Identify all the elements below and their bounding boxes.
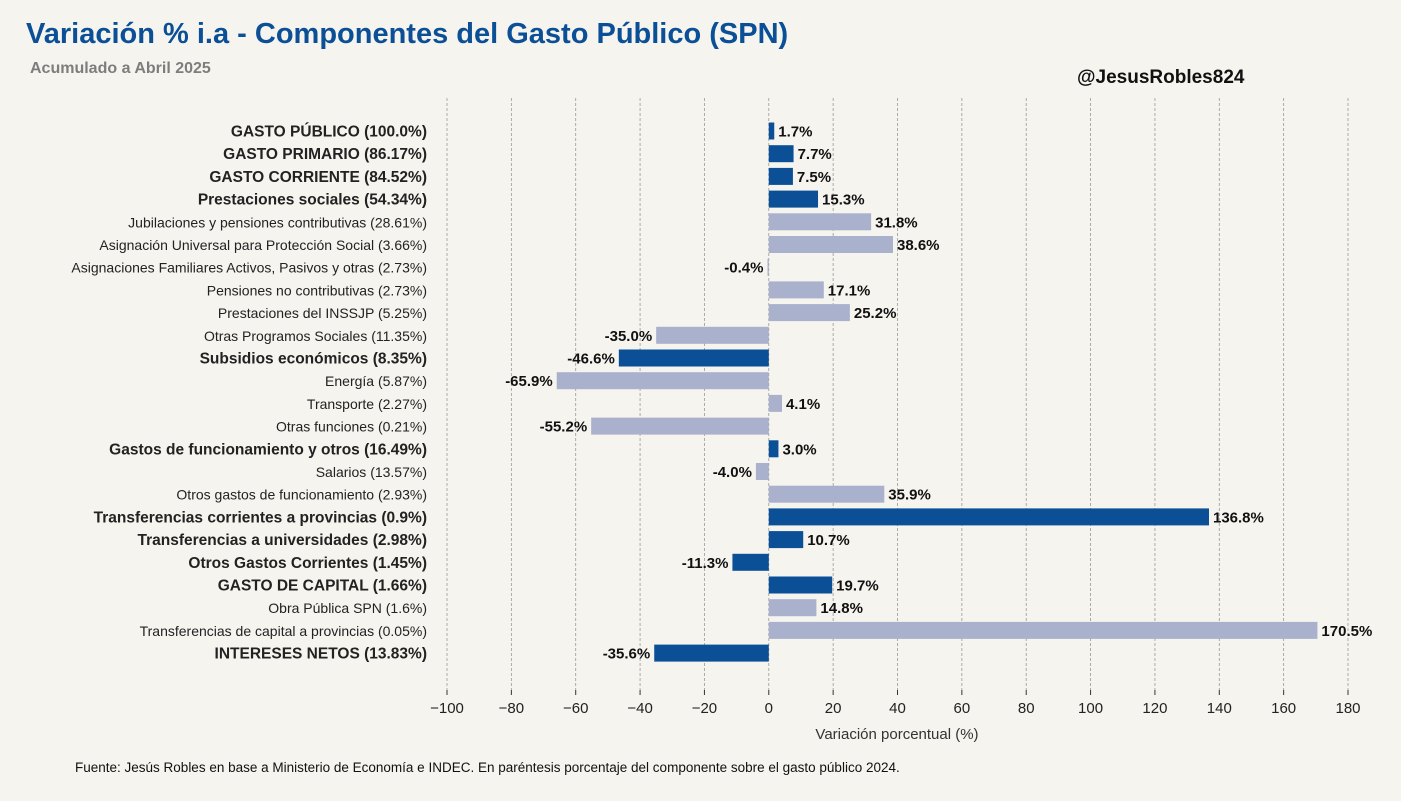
bar bbox=[591, 417, 769, 435]
x-tick-label: 40 bbox=[889, 700, 906, 717]
category-label: Transferencias de capital a provincias (… bbox=[140, 623, 427, 639]
x-axis-label: Variación porcentual (%) bbox=[815, 726, 978, 743]
value-label: -35.0% bbox=[605, 328, 653, 345]
bar bbox=[768, 508, 1209, 526]
bar bbox=[768, 145, 794, 163]
category-label: Otros gastos de funcionamiento (2.93%) bbox=[176, 487, 427, 503]
bar bbox=[732, 553, 769, 571]
value-label: 1.7% bbox=[778, 124, 812, 141]
value-label: 170.5% bbox=[1321, 623, 1372, 640]
author-handle: @JesusRobles824 bbox=[1077, 67, 1245, 88]
category-label: Pensiones no contributivas (2.73%) bbox=[207, 282, 427, 298]
x-tick-label: 20 bbox=[825, 700, 842, 717]
value-label: -4.0% bbox=[713, 464, 752, 481]
bar bbox=[768, 531, 804, 549]
category-label: Prestaciones del INSSJP (5.25%) bbox=[218, 305, 427, 321]
value-label: 25.2% bbox=[854, 305, 897, 322]
value-label: -11.3% bbox=[682, 555, 729, 572]
category-label: Prestaciones sociales (54.34%) bbox=[198, 192, 427, 209]
category-label: Asignación Universal para Protección Soc… bbox=[99, 237, 427, 253]
bar bbox=[656, 326, 769, 344]
value-label: 35.9% bbox=[888, 487, 931, 504]
x-tick-label: −40 bbox=[627, 700, 652, 717]
value-label: -35.6% bbox=[603, 646, 651, 663]
category-label: Salarios (13.57%) bbox=[316, 464, 427, 480]
x-axis-ticks: −100 −80 −60 −40 −20 0 20 40 60 80 100 120 140 160 180 bbox=[430, 690, 1361, 717]
value-label: 136.8% bbox=[1213, 509, 1264, 526]
category-labels: GASTO PÚBLICO (100.0%) GASTO PRIMARIO (86… bbox=[71, 123, 427, 663]
grid-lines bbox=[446, 98, 1349, 690]
value-label: 19.7% bbox=[836, 578, 879, 595]
bar bbox=[768, 485, 885, 503]
bar bbox=[768, 190, 819, 208]
source-note: Fuente: Jesús Robles en base a Ministeri… bbox=[75, 760, 900, 775]
x-tick-label: 140 bbox=[1207, 700, 1232, 717]
category-label: Asignaciones Familiares Activos, Pasivos… bbox=[71, 260, 427, 276]
category-label: GASTO DE CAPITAL (1.66%) bbox=[218, 578, 427, 595]
x-tick-label: 80 bbox=[1018, 700, 1035, 717]
bar bbox=[768, 440, 779, 458]
category-label: Transferencias a universidades (2.98%) bbox=[138, 532, 427, 549]
category-label: GASTO CORRIENTE (84.52%) bbox=[209, 169, 427, 186]
bar bbox=[768, 621, 1318, 639]
category-label: Transporte (2.27%) bbox=[307, 396, 427, 412]
bar bbox=[755, 463, 769, 480]
value-label: 3.0% bbox=[782, 441, 816, 458]
value-label: 7.7% bbox=[798, 146, 832, 163]
bar bbox=[768, 304, 850, 322]
x-tick-label: −80 bbox=[499, 700, 524, 717]
category-label: Obra Pública SPN (1.6%) bbox=[268, 600, 427, 616]
bar bbox=[618, 349, 769, 367]
x-tick-label: −60 bbox=[563, 700, 588, 717]
bar bbox=[768, 122, 775, 140]
bar bbox=[768, 167, 793, 185]
value-labels: 1.7% 7.7% 7.5% 15.3% 31.8% 38.6% -0.4% 17.1% 25.… bbox=[505, 124, 1372, 663]
x-tick-label: −100 bbox=[430, 700, 464, 717]
x-tick-label: 60 bbox=[954, 700, 971, 717]
category-label: GASTO PÚBLICO (100.0%) bbox=[231, 123, 427, 141]
chart-subtitle: Acumulado a Abril 2025 bbox=[30, 60, 211, 77]
category-label: Gastos de funcionamiento y otros (16.49%… bbox=[109, 441, 427, 458]
category-label: Subsidios económicos (8.35%) bbox=[200, 351, 427, 368]
value-label: 10.7% bbox=[807, 532, 850, 549]
category-label: Otras Programos Sociales (11.35%) bbox=[204, 328, 427, 344]
category-label: INTERESES NETOS (13.83%) bbox=[215, 646, 427, 663]
category-label: Transferencias corrientes a provincias (… bbox=[94, 509, 427, 526]
bar bbox=[768, 576, 833, 594]
bar bbox=[768, 394, 782, 412]
x-tick-label: 180 bbox=[1335, 700, 1360, 717]
value-label: -65.9% bbox=[505, 373, 553, 390]
value-label: 38.6% bbox=[897, 237, 940, 254]
bar bbox=[556, 372, 769, 390]
bar bbox=[768, 213, 872, 231]
category-label: GASTO PRIMARIO (86.17%) bbox=[223, 146, 427, 163]
x-tick-label: 100 bbox=[1078, 700, 1103, 717]
value-label: -46.6% bbox=[567, 351, 615, 368]
x-tick-label: 0 bbox=[765, 700, 773, 717]
chart-title: Variación % i.a - Componentes del Gasto … bbox=[26, 18, 789, 50]
category-label: Energía (5.87%) bbox=[325, 373, 427, 389]
x-tick-label: −20 bbox=[692, 700, 717, 717]
bar bbox=[768, 236, 893, 253]
value-label: -0.4% bbox=[724, 260, 763, 277]
value-label: 4.1% bbox=[786, 396, 820, 413]
category-label: Otras funciones (0.21%) bbox=[276, 419, 427, 435]
bar bbox=[768, 281, 824, 299]
value-label: -55.2% bbox=[540, 419, 588, 436]
value-label: 14.8% bbox=[820, 600, 863, 617]
bar bbox=[654, 644, 769, 662]
value-label: 31.8% bbox=[875, 214, 918, 231]
value-label: 17.1% bbox=[828, 282, 871, 299]
value-label: 7.5% bbox=[797, 169, 831, 186]
category-label: Otros Gastos Corrientes (1.45%) bbox=[188, 555, 427, 572]
category-label: Jubilaciones y pensiones contributivas (… bbox=[128, 214, 427, 230]
value-label: 15.3% bbox=[822, 192, 865, 209]
bar bbox=[768, 599, 817, 617]
x-tick-label: 120 bbox=[1142, 700, 1167, 717]
bar bbox=[767, 258, 769, 276]
bars bbox=[556, 122, 1318, 662]
x-tick-label: 160 bbox=[1271, 700, 1296, 717]
